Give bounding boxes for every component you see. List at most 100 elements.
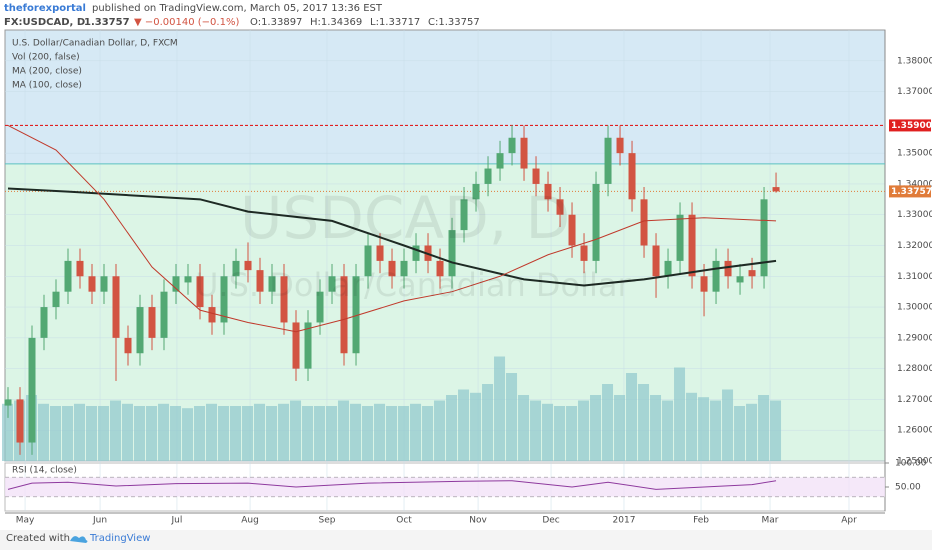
symbol: FX:USDCAD, D — [4, 17, 85, 28]
volume-bar — [122, 403, 134, 461]
volume-bar — [326, 406, 338, 461]
volume-bar — [626, 373, 638, 461]
volume-bar — [554, 406, 566, 461]
candle-body — [508, 137, 516, 154]
candle-body — [28, 337, 36, 443]
legend-item: Vol (200, false) — [12, 53, 80, 63]
candle-body — [256, 270, 264, 292]
volume-bar — [746, 403, 758, 461]
candle-body — [52, 291, 60, 308]
volume-bar — [458, 389, 470, 461]
candle-body — [196, 276, 204, 308]
y-tick-label: 1.31000 — [897, 272, 932, 282]
candle-body — [280, 276, 288, 323]
candle-body — [556, 199, 564, 215]
candle-body — [244, 260, 252, 271]
candle-body — [700, 276, 708, 292]
y-tick-label: 1.35000 — [897, 149, 932, 159]
candle-body — [184, 276, 192, 283]
volume-bar — [338, 400, 350, 461]
rsi-tick-label: 100.00 — [895, 459, 927, 469]
x-tick-label: Dec — [542, 516, 559, 526]
rsi-tick-label: 50.00 — [895, 483, 921, 493]
volume-bar — [650, 395, 662, 461]
candle-body — [304, 322, 312, 369]
candle-body — [124, 337, 132, 354]
volume-bar — [590, 395, 602, 461]
volume-bar — [434, 400, 446, 461]
candle-body — [496, 153, 504, 169]
candle-body — [772, 187, 780, 192]
candle-body — [388, 260, 396, 277]
candle-body — [616, 137, 624, 154]
x-tick-label: Jun — [92, 516, 107, 526]
volume-bar — [362, 406, 374, 461]
volume-bar — [146, 406, 158, 461]
change: ▼ −0.00140 (−0.1%) — [134, 17, 239, 28]
volume-bar — [710, 400, 722, 461]
volume-bar — [422, 406, 434, 461]
candle-body — [628, 153, 636, 200]
legend-title: U.S. Dollar/Canadian Dollar, D, FXCM — [12, 39, 178, 49]
candle-body — [412, 245, 420, 261]
volume-bar — [50, 406, 62, 461]
candle-body — [76, 260, 84, 277]
candle-body — [268, 276, 276, 292]
resistance-tag — [889, 119, 931, 132]
candle-body — [400, 260, 408, 277]
volume-bar — [614, 395, 626, 461]
candle-body — [232, 260, 240, 277]
volume-bar — [254, 403, 266, 461]
candle-body — [760, 199, 768, 277]
author[interactable]: theforexportal — [4, 3, 86, 14]
y-tick-label: 1.32000 — [897, 241, 932, 251]
x-tick-label: Sep — [318, 516, 335, 526]
footer-bar — [0, 530, 932, 550]
published: published on TradingView.com, March 05, … — [92, 3, 383, 14]
last-price-tag — [889, 185, 931, 198]
rsi-line — [7, 480, 777, 490]
x-tick-label: Aug — [241, 516, 259, 526]
x-tick-label: Nov — [469, 516, 487, 526]
y-tick-label: 1.34000 — [897, 179, 932, 189]
volume-bar — [110, 400, 122, 461]
volume-bar — [350, 403, 362, 461]
volume-bar — [662, 400, 674, 461]
volume-bar — [770, 400, 782, 461]
x-tick-label: Mar — [762, 516, 779, 526]
candle-body — [364, 245, 372, 277]
volume-bar — [218, 406, 230, 461]
rsi-label: RSI (14, close) — [12, 466, 77, 476]
volume-bar — [578, 400, 590, 461]
rsi-band-fill — [5, 477, 885, 497]
volume-bar — [302, 406, 314, 461]
volume-bar — [278, 403, 290, 461]
candle-body — [520, 137, 528, 169]
candle-body — [736, 276, 744, 283]
footer-text: Created with — [6, 533, 70, 544]
last-price-label: 1.33757 — [891, 187, 932, 197]
candle-body — [160, 291, 168, 338]
volume-bar — [470, 392, 482, 461]
candle-body — [580, 245, 588, 261]
y-tick-label: 1.27000 — [897, 395, 932, 405]
candle-body — [64, 260, 72, 292]
x-tick-label: May — [16, 516, 35, 526]
volume-bar — [242, 406, 254, 461]
candle-body — [100, 276, 108, 292]
open: O:1.33897 — [250, 17, 302, 28]
volume-bar — [266, 406, 278, 461]
candle-body — [316, 291, 324, 323]
close: C:1.33757 — [428, 17, 480, 28]
volume-bar — [398, 406, 410, 461]
footer-brand[interactable]: TradingView — [89, 533, 150, 544]
x-tick-label: Oct — [396, 516, 412, 526]
candle-body — [112, 276, 120, 338]
volume-bar — [674, 367, 686, 461]
candle-body — [532, 168, 540, 184]
x-tick-label: Jul — [171, 516, 183, 526]
volume-bar — [182, 408, 194, 461]
volume-bar — [230, 406, 242, 461]
candle-body — [544, 183, 552, 200]
